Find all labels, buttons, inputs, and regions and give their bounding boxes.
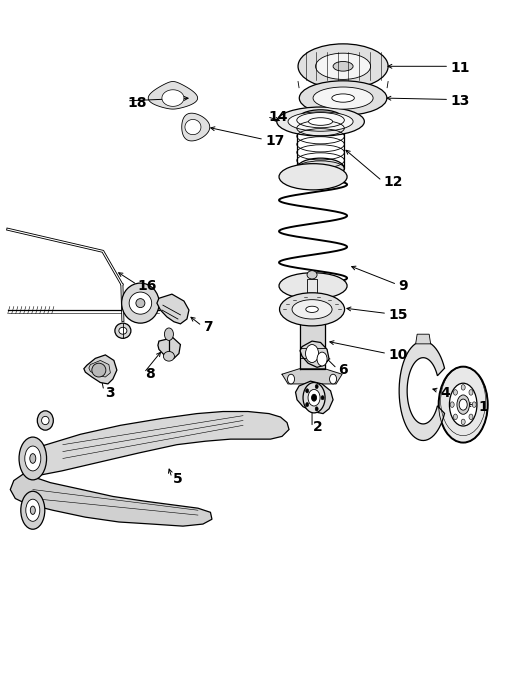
Ellipse shape <box>308 118 332 125</box>
Text: 18: 18 <box>128 96 147 110</box>
Ellipse shape <box>25 446 41 471</box>
Ellipse shape <box>30 454 36 464</box>
Text: 8: 8 <box>145 367 155 381</box>
Circle shape <box>452 390 457 395</box>
Circle shape <box>315 384 318 388</box>
Polygon shape <box>148 81 197 109</box>
Ellipse shape <box>278 273 346 299</box>
Ellipse shape <box>276 107 364 136</box>
Circle shape <box>164 328 173 340</box>
Circle shape <box>305 345 318 363</box>
Ellipse shape <box>129 292 152 314</box>
Ellipse shape <box>41 416 49 425</box>
Circle shape <box>471 402 475 407</box>
Polygon shape <box>299 341 328 367</box>
Circle shape <box>468 414 472 420</box>
Ellipse shape <box>92 363 106 377</box>
Ellipse shape <box>331 94 354 102</box>
Ellipse shape <box>30 506 35 514</box>
Polygon shape <box>157 294 188 324</box>
Circle shape <box>449 402 453 407</box>
Circle shape <box>305 402 308 406</box>
Polygon shape <box>84 355 117 384</box>
Polygon shape <box>10 474 212 526</box>
Circle shape <box>460 385 464 390</box>
Text: 12: 12 <box>382 175 402 189</box>
Circle shape <box>308 390 320 406</box>
Ellipse shape <box>298 81 386 116</box>
Ellipse shape <box>296 110 343 131</box>
Text: 11: 11 <box>450 61 469 75</box>
Ellipse shape <box>37 411 53 430</box>
Polygon shape <box>162 90 184 106</box>
Ellipse shape <box>297 44 387 88</box>
Text: 2: 2 <box>313 420 322 434</box>
Ellipse shape <box>278 164 346 190</box>
Text: 4: 4 <box>440 386 449 400</box>
Text: 1: 1 <box>477 400 487 413</box>
Polygon shape <box>398 341 444 441</box>
Text: 5: 5 <box>173 472 182 487</box>
Ellipse shape <box>136 299 144 308</box>
Ellipse shape <box>163 351 174 361</box>
Ellipse shape <box>21 491 45 529</box>
Text: 6: 6 <box>337 363 347 377</box>
Ellipse shape <box>315 53 370 79</box>
Circle shape <box>468 390 472 395</box>
Text: 15: 15 <box>387 308 407 322</box>
Text: 9: 9 <box>397 279 407 293</box>
Circle shape <box>317 352 326 366</box>
Polygon shape <box>281 369 341 384</box>
Ellipse shape <box>305 306 318 313</box>
Text: 3: 3 <box>105 386 115 400</box>
Ellipse shape <box>19 437 46 480</box>
Circle shape <box>452 414 457 420</box>
Circle shape <box>315 406 318 411</box>
Polygon shape <box>22 411 288 476</box>
Circle shape <box>460 419 464 425</box>
Circle shape <box>305 389 308 393</box>
Text: 16: 16 <box>138 279 157 293</box>
Ellipse shape <box>296 158 343 179</box>
Ellipse shape <box>307 271 317 279</box>
Circle shape <box>458 399 466 410</box>
Circle shape <box>311 394 316 401</box>
Circle shape <box>287 374 294 384</box>
Ellipse shape <box>448 383 476 426</box>
Text: 7: 7 <box>203 320 212 334</box>
Ellipse shape <box>313 87 372 109</box>
Circle shape <box>321 395 323 400</box>
Polygon shape <box>307 279 317 315</box>
Text: 13: 13 <box>450 94 469 108</box>
Text: 14: 14 <box>268 110 287 124</box>
Polygon shape <box>158 338 180 358</box>
Ellipse shape <box>119 327 127 334</box>
Ellipse shape <box>438 367 487 443</box>
Ellipse shape <box>121 283 159 323</box>
Ellipse shape <box>279 293 344 326</box>
Polygon shape <box>295 381 332 413</box>
Circle shape <box>302 383 324 413</box>
Ellipse shape <box>456 395 469 414</box>
Polygon shape <box>415 334 430 344</box>
Text: 10: 10 <box>387 348 407 362</box>
Text: 17: 17 <box>265 134 284 148</box>
Ellipse shape <box>332 61 352 71</box>
Ellipse shape <box>291 300 331 319</box>
Ellipse shape <box>115 323 131 338</box>
Ellipse shape <box>287 112 352 132</box>
Ellipse shape <box>26 499 40 521</box>
Polygon shape <box>185 120 200 134</box>
Polygon shape <box>299 315 324 369</box>
Polygon shape <box>89 361 110 377</box>
Polygon shape <box>181 113 210 141</box>
Circle shape <box>329 374 336 384</box>
